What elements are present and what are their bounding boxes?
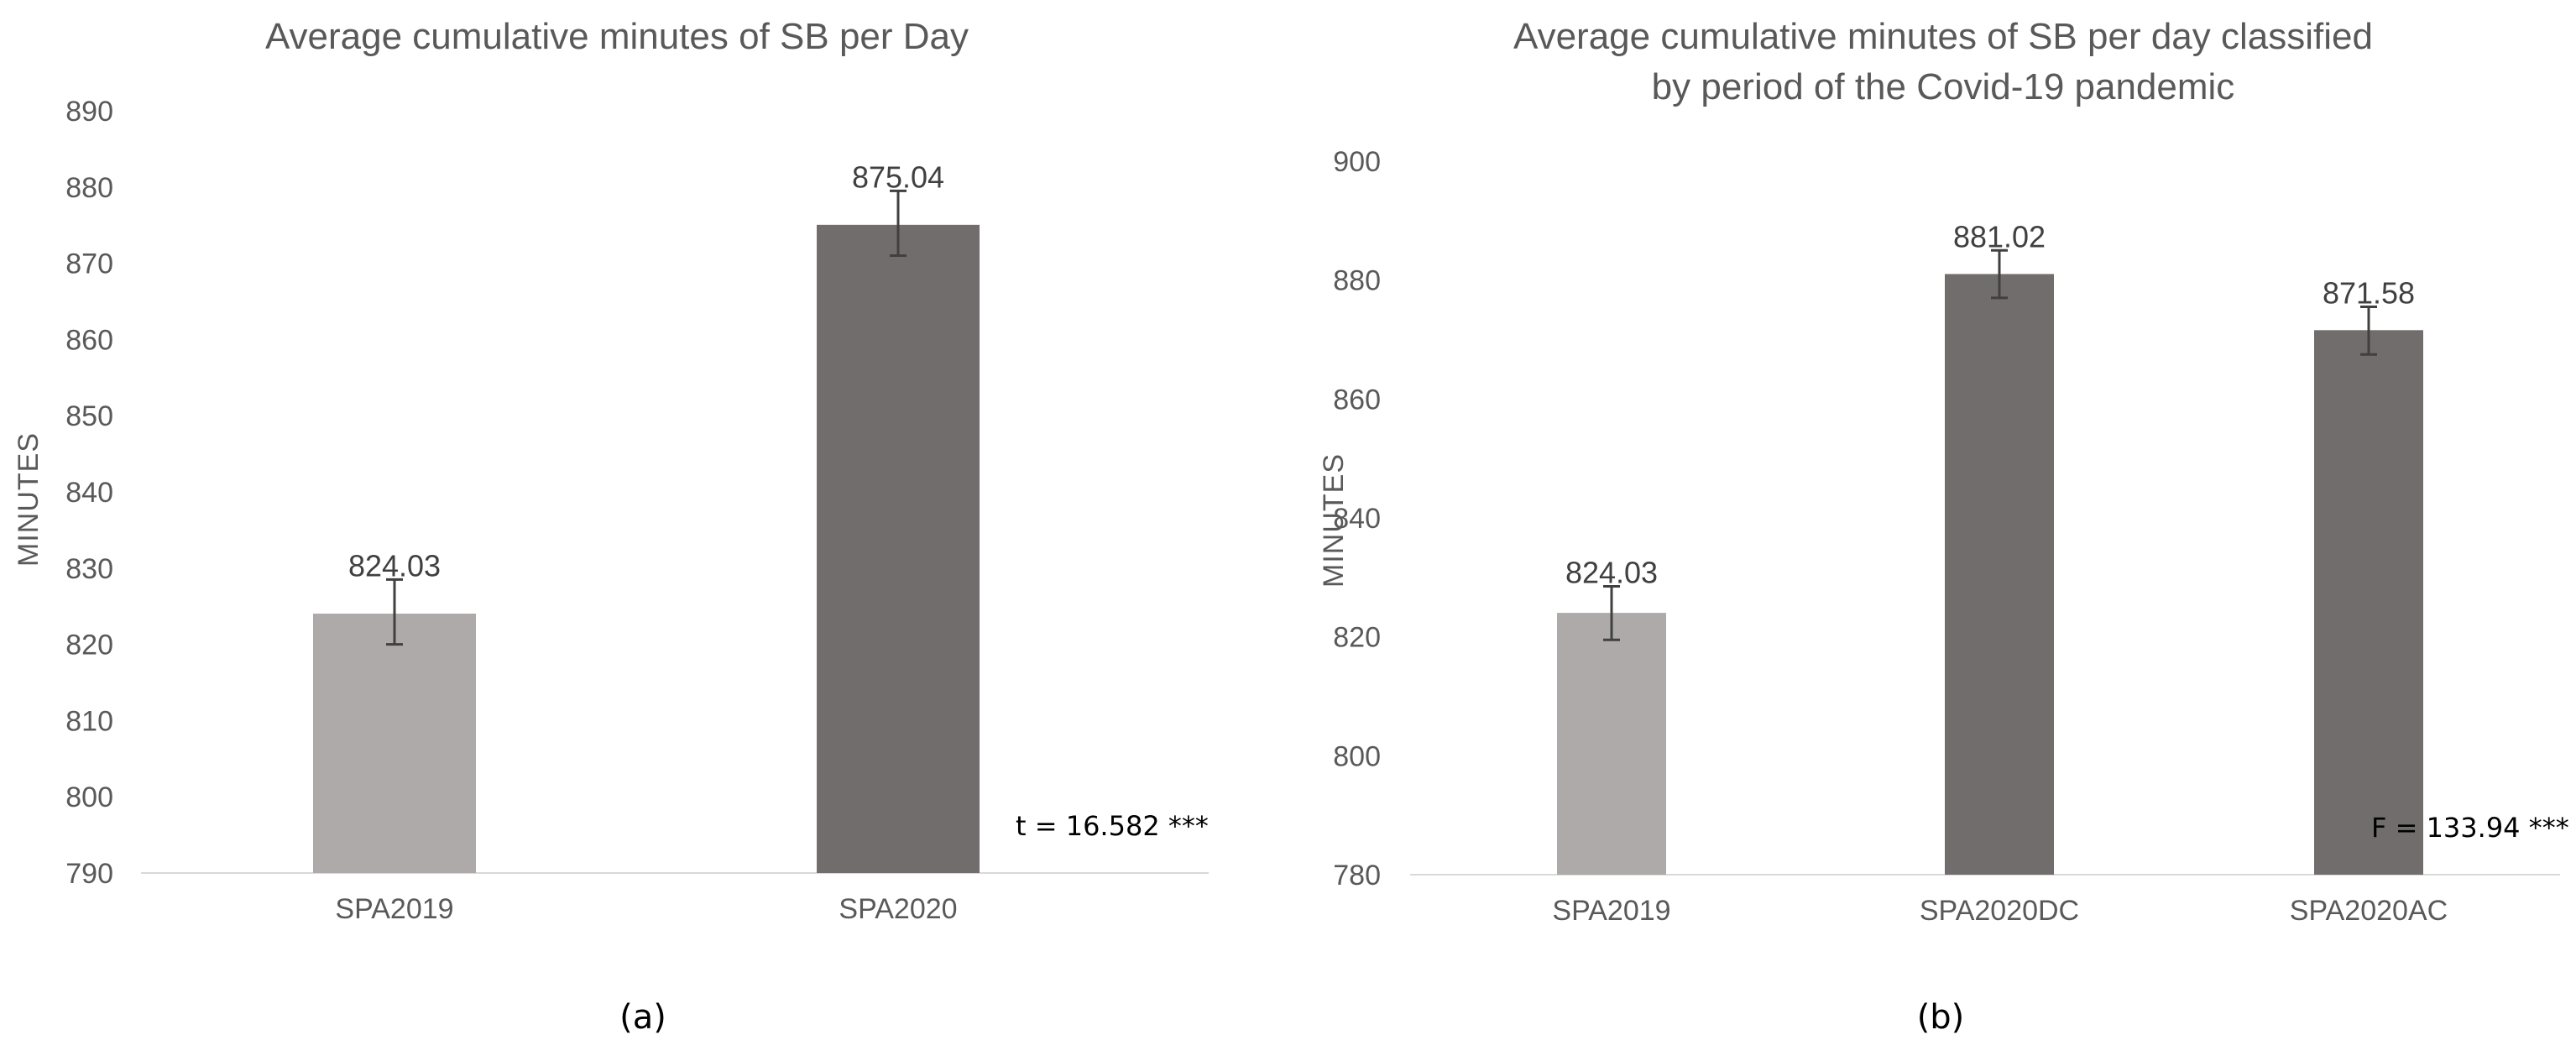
chart-b-value-label-spa2020dc: 881.02 xyxy=(1953,219,2046,254)
chart-b-category-label-spa2020ac: SPA2020AC xyxy=(2290,895,2448,927)
chart-a-bars: 824.03 SPA2019 875.04 SPA2020 xyxy=(313,159,980,925)
chart-a: Average cumulative minutes of SB per Day… xyxy=(13,16,1209,1037)
chart-b-y-tick-label: 860 xyxy=(1333,384,1381,416)
chart-a-y-ticks: 790 800 810 820 830 840 850 860 870 880 890 xyxy=(65,96,113,890)
chart-a-y-tick-label: 800 xyxy=(65,782,113,813)
chart-a-y-tick-label: 790 xyxy=(65,858,113,890)
chart-b-value-label-spa2020ac: 871.58 xyxy=(2323,276,2415,311)
chart-a-y-tick-label: 810 xyxy=(65,705,113,737)
chart-b-bar-spa2020dc xyxy=(1945,274,2054,876)
chart-b-bar-spa2020ac xyxy=(2314,330,2423,875)
chart-b-bar-spa2019 xyxy=(1557,613,1666,875)
chart-b: Average cumulative minutes of SB per day… xyxy=(1318,16,2569,1037)
chart-b-bars: 824.03 SPA2019 881.02 SPA2020DC 871.58 SPA202… xyxy=(1552,219,2448,927)
chart-b-title-line-2: by period of the Covid-19 pandemic xyxy=(1652,66,2235,107)
chart-b-value-label-spa2019: 824.03 xyxy=(1565,555,1658,589)
chart-a-t-statistic: t = 16.582 *** xyxy=(1016,810,1209,842)
chart-a-y-tick-label: 870 xyxy=(65,248,113,280)
chart-a-y-tick-label: 860 xyxy=(65,324,113,356)
chart-b-category-label-spa2019: SPA2019 xyxy=(1552,895,1670,927)
chart-a-value-label-spa2020: 875.04 xyxy=(852,159,944,194)
chart-a-y-tick-label: 880 xyxy=(65,172,113,204)
chart-a-bar-spa2020 xyxy=(817,224,980,873)
chart-a-y-axis-label: MINUTES xyxy=(13,432,44,567)
chart-b-y-tick-label: 880 xyxy=(1333,265,1381,297)
chart-a-value-label-spa2019: 824.03 xyxy=(348,548,441,583)
chart-b-caption: (b) xyxy=(1917,998,1965,1037)
chart-b-y-axis-label: MINUTES xyxy=(1318,453,1350,588)
chart-a-caption: (a) xyxy=(619,998,666,1037)
chart-a-bar-spa2019 xyxy=(313,614,476,873)
chart-b-y-tick-label: 840 xyxy=(1333,503,1381,535)
chart-a-y-tick-label: 830 xyxy=(65,553,113,585)
chart-b-title-line-1: Average cumulative minutes of SB per day… xyxy=(1513,16,2373,57)
chart-a-y-tick-label: 850 xyxy=(65,400,113,432)
chart-b-y-tick-label: 900 xyxy=(1333,146,1381,178)
chart-b-f-statistic: F = 133.94 *** xyxy=(2371,812,2569,844)
chart-b-y-ticks: 780 800 820 840 860 880 900 xyxy=(1333,146,1381,891)
chart-a-y-tick-label: 890 xyxy=(65,96,113,128)
chart-a-title: Average cumulative minutes of SB per Day xyxy=(265,16,969,57)
chart-b-y-tick-label: 800 xyxy=(1333,740,1381,772)
chart-b-category-label-spa2020dc: SPA2020DC xyxy=(1920,895,2079,927)
chart-a-y-tick-label: 820 xyxy=(65,630,113,661)
chart-a-category-label-spa2019: SPA2019 xyxy=(335,893,453,925)
chart-a-category-label-spa2020: SPA2020 xyxy=(839,893,957,925)
chart-b-y-tick-label: 820 xyxy=(1333,622,1381,654)
chart-a-y-tick-label: 840 xyxy=(65,477,113,509)
chart-b-y-tick-label: 780 xyxy=(1333,860,1381,891)
